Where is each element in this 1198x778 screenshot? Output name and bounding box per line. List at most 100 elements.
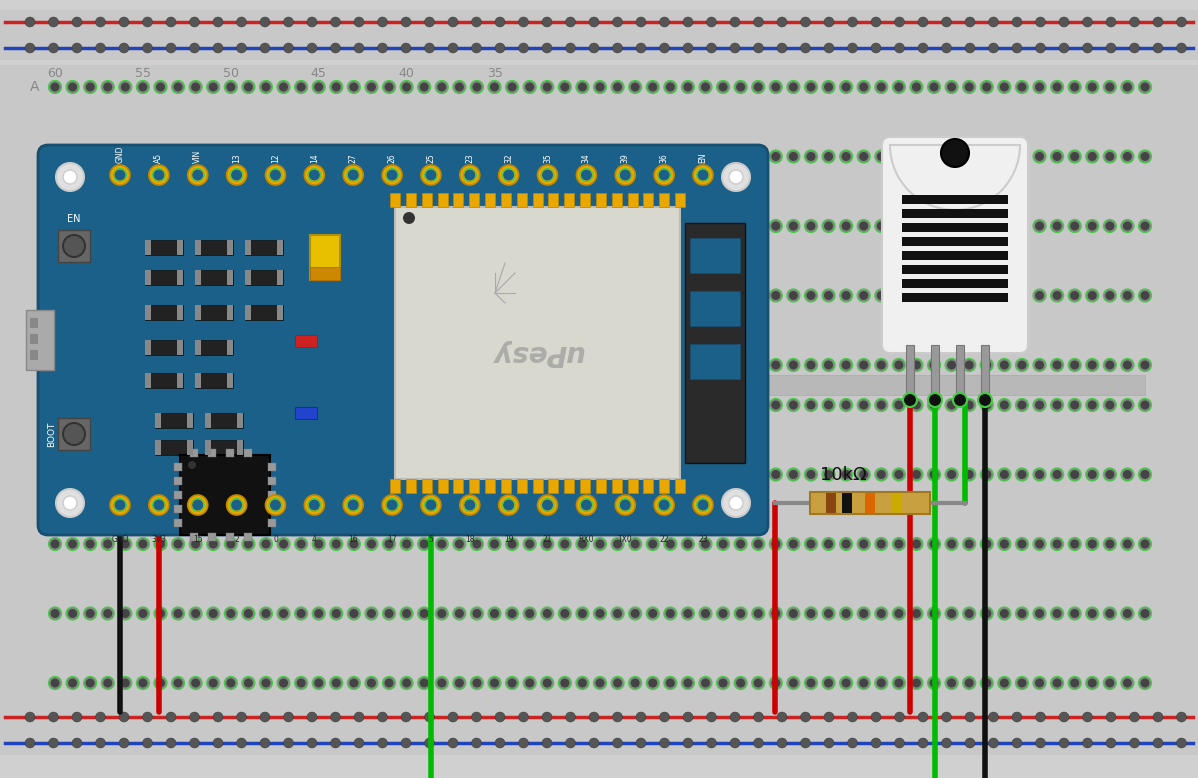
Circle shape — [1087, 538, 1099, 550]
Circle shape — [207, 220, 219, 232]
Circle shape — [859, 539, 869, 548]
Circle shape — [561, 291, 569, 300]
Circle shape — [295, 677, 307, 689]
Circle shape — [260, 399, 272, 411]
Circle shape — [877, 401, 885, 409]
Circle shape — [1123, 401, 1132, 409]
Circle shape — [96, 17, 105, 27]
Circle shape — [1103, 81, 1115, 93]
Circle shape — [465, 170, 476, 180]
Circle shape — [1000, 82, 1009, 92]
Circle shape — [682, 150, 694, 163]
Circle shape — [261, 222, 271, 230]
Circle shape — [895, 17, 904, 27]
Circle shape — [752, 608, 764, 619]
Circle shape — [84, 359, 96, 371]
Circle shape — [647, 150, 659, 163]
Circle shape — [120, 468, 132, 481]
Bar — [195, 305, 201, 320]
Circle shape — [736, 291, 745, 300]
Circle shape — [859, 360, 869, 370]
Circle shape — [1083, 738, 1093, 748]
Circle shape — [400, 220, 412, 232]
Circle shape — [577, 401, 587, 409]
Circle shape — [1017, 401, 1027, 409]
Circle shape — [558, 677, 570, 689]
Circle shape — [805, 81, 817, 93]
Circle shape — [700, 399, 712, 411]
Circle shape — [1053, 152, 1061, 161]
Bar — [155, 413, 161, 428]
Circle shape — [347, 150, 359, 163]
Circle shape — [648, 539, 658, 548]
Circle shape — [383, 81, 395, 93]
Circle shape — [648, 152, 658, 161]
Circle shape — [912, 609, 921, 618]
Circle shape — [350, 291, 358, 300]
Circle shape — [912, 222, 921, 230]
Circle shape — [119, 712, 129, 722]
Circle shape — [242, 220, 254, 232]
Circle shape — [842, 539, 851, 548]
Bar — [391, 479, 400, 493]
Circle shape — [683, 360, 692, 370]
Circle shape — [437, 470, 447, 479]
Circle shape — [589, 712, 599, 722]
Circle shape — [1121, 150, 1133, 163]
Bar — [246, 305, 252, 320]
Circle shape — [453, 538, 465, 550]
Circle shape — [455, 609, 464, 618]
Circle shape — [420, 495, 441, 515]
Circle shape — [424, 738, 435, 748]
Circle shape — [96, 738, 105, 748]
Circle shape — [912, 152, 921, 161]
Circle shape — [1139, 399, 1151, 411]
Circle shape — [805, 220, 817, 232]
Circle shape — [806, 222, 816, 230]
Circle shape — [1087, 608, 1099, 619]
Circle shape — [400, 81, 412, 93]
Bar — [195, 270, 232, 285]
Circle shape — [385, 152, 393, 161]
Circle shape — [156, 609, 165, 618]
Circle shape — [718, 359, 730, 371]
Bar — [174, 491, 182, 499]
Circle shape — [137, 220, 149, 232]
Circle shape — [68, 609, 77, 618]
Circle shape — [1051, 468, 1063, 481]
Bar — [310, 267, 340, 280]
Circle shape — [25, 17, 35, 27]
Bar — [643, 479, 653, 493]
Circle shape — [736, 222, 745, 230]
Circle shape — [1053, 82, 1061, 92]
Circle shape — [824, 401, 833, 409]
Circle shape — [805, 399, 817, 411]
Circle shape — [174, 152, 182, 161]
Circle shape — [25, 738, 35, 748]
Circle shape — [102, 399, 114, 411]
Circle shape — [945, 468, 957, 481]
Circle shape — [242, 468, 254, 481]
Circle shape — [343, 165, 363, 185]
Circle shape — [297, 152, 305, 161]
Circle shape — [192, 360, 200, 370]
Circle shape — [948, 678, 956, 688]
Bar — [246, 240, 252, 255]
Circle shape — [701, 360, 710, 370]
Circle shape — [155, 608, 167, 619]
Circle shape — [189, 17, 200, 27]
Bar — [268, 491, 276, 499]
Circle shape — [541, 17, 552, 27]
Circle shape — [824, 470, 833, 479]
Circle shape — [945, 399, 957, 411]
Circle shape — [331, 220, 343, 232]
Circle shape — [525, 401, 534, 409]
Circle shape — [367, 222, 376, 230]
Circle shape — [565, 712, 575, 722]
Circle shape — [701, 152, 710, 161]
Circle shape — [966, 43, 975, 53]
Circle shape — [226, 165, 247, 185]
Circle shape — [789, 152, 798, 161]
Bar — [906, 345, 914, 405]
Circle shape — [244, 609, 253, 618]
